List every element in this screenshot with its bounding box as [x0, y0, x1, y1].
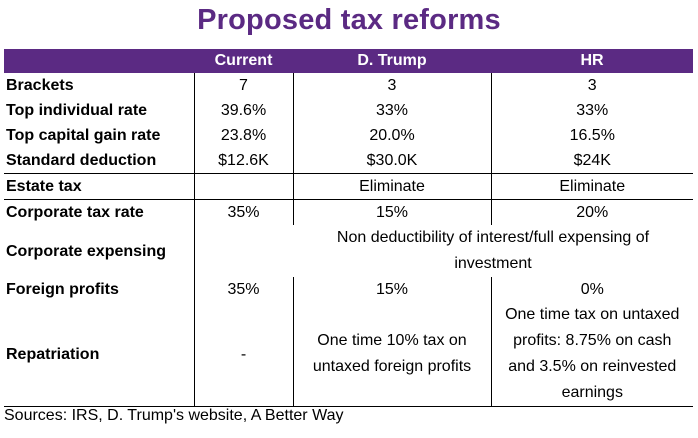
cell-hr: 3: [490, 73, 693, 98]
row-label: Standard deduction: [4, 148, 194, 174]
hr-line: One time tax on untaxed: [505, 306, 680, 323]
row-label: Corporate expensing: [6, 242, 167, 260]
tax-reform-table: Current D. Trump HR Brackets 7 3 3 Top i…: [4, 49, 693, 407]
cell-current: [193, 173, 293, 200]
cell-current: 35%: [193, 277, 293, 302]
table-row: Repatriation - One time 10% tax on untax…: [4, 302, 693, 407]
row-label: Top capital gain rate: [6, 127, 161, 144]
merged-line: Non deductibility of interest/full expen…: [336, 229, 650, 246]
cell-hr: $24K: [490, 148, 693, 174]
cell-current: 35%: [193, 199, 293, 225]
trump-line: One time 10% tax on: [317, 332, 467, 349]
header-hr: HR: [491, 49, 693, 73]
cell-hr: 16.5%: [490, 123, 693, 148]
row-label: Estate tax: [4, 173, 194, 200]
header-trump: D. Trump: [293, 49, 491, 73]
table-row: Corporate tax rate 35% 15% 20%: [4, 199, 693, 225]
cell-hr: Eliminate: [490, 173, 693, 200]
cell-merged: Non deductibility of interest/full expen…: [293, 225, 693, 277]
trump-line: untaxed foreign profits: [312, 358, 472, 375]
row-label: Brackets: [6, 77, 74, 94]
table-row: Foreign profits 35% 15% 0%: [4, 277, 693, 302]
cell-trump: 3: [292, 73, 491, 98]
row-label: Foreign profits: [6, 281, 119, 298]
table-row: Standard deduction $12.6K $30.0K $24K: [4, 148, 693, 174]
cell-trump: One time 10% tax on untaxed foreign prof…: [292, 302, 491, 407]
sources-note: Sources: IRS, D. Trump's website, A Bett…: [4, 407, 344, 424]
cell-trump: $30.0K: [292, 148, 491, 174]
merged-line: investment: [454, 255, 532, 272]
cell-trump: 33%: [292, 98, 491, 123]
page-title: Proposed tax reforms: [197, 4, 501, 36]
cell-trump: 15%: [292, 199, 491, 225]
cell-trump: Eliminate: [292, 173, 491, 200]
header-label: [4, 49, 194, 73]
row-label: Top individual rate: [6, 102, 148, 119]
row-label: Repatriation: [4, 302, 194, 407]
cell-current: [193, 225, 293, 277]
cell-current: 23.8%: [193, 123, 293, 148]
table-row: Corporate expensing Non deductibility of…: [4, 225, 693, 277]
cell-hr: 33%: [490, 98, 693, 123]
cell-current: -: [193, 302, 293, 407]
table-row: Top individual rate 39.6% 33% 33%: [4, 98, 693, 123]
cell-current: 7: [193, 73, 293, 98]
cell-hr: One time tax on untaxed profits: 8.75% o…: [490, 302, 693, 407]
row-label: Corporate tax rate: [6, 204, 144, 221]
hr-line: earnings: [561, 384, 623, 401]
table-row: Estate tax Eliminate Eliminate: [4, 173, 693, 200]
header-row: Current D. Trump HR: [4, 49, 693, 73]
cell-hr: 20%: [490, 199, 693, 225]
hr-line: profits: 8.75% on cash: [513, 332, 672, 349]
header-current: Current: [194, 49, 293, 73]
table-row: Top capital gain rate 23.8% 20.0% 16.5%: [4, 123, 693, 148]
cell-current: $12.6K: [193, 148, 293, 174]
cell-current: 39.6%: [193, 98, 293, 123]
cell-hr: 0%: [490, 277, 693, 302]
table-row: Brackets 7 3 3: [4, 73, 693, 98]
hr-line: and 3.5% on reinvested: [508, 358, 677, 375]
cell-trump: 15%: [292, 277, 491, 302]
cell-trump: 20.0%: [292, 123, 491, 148]
